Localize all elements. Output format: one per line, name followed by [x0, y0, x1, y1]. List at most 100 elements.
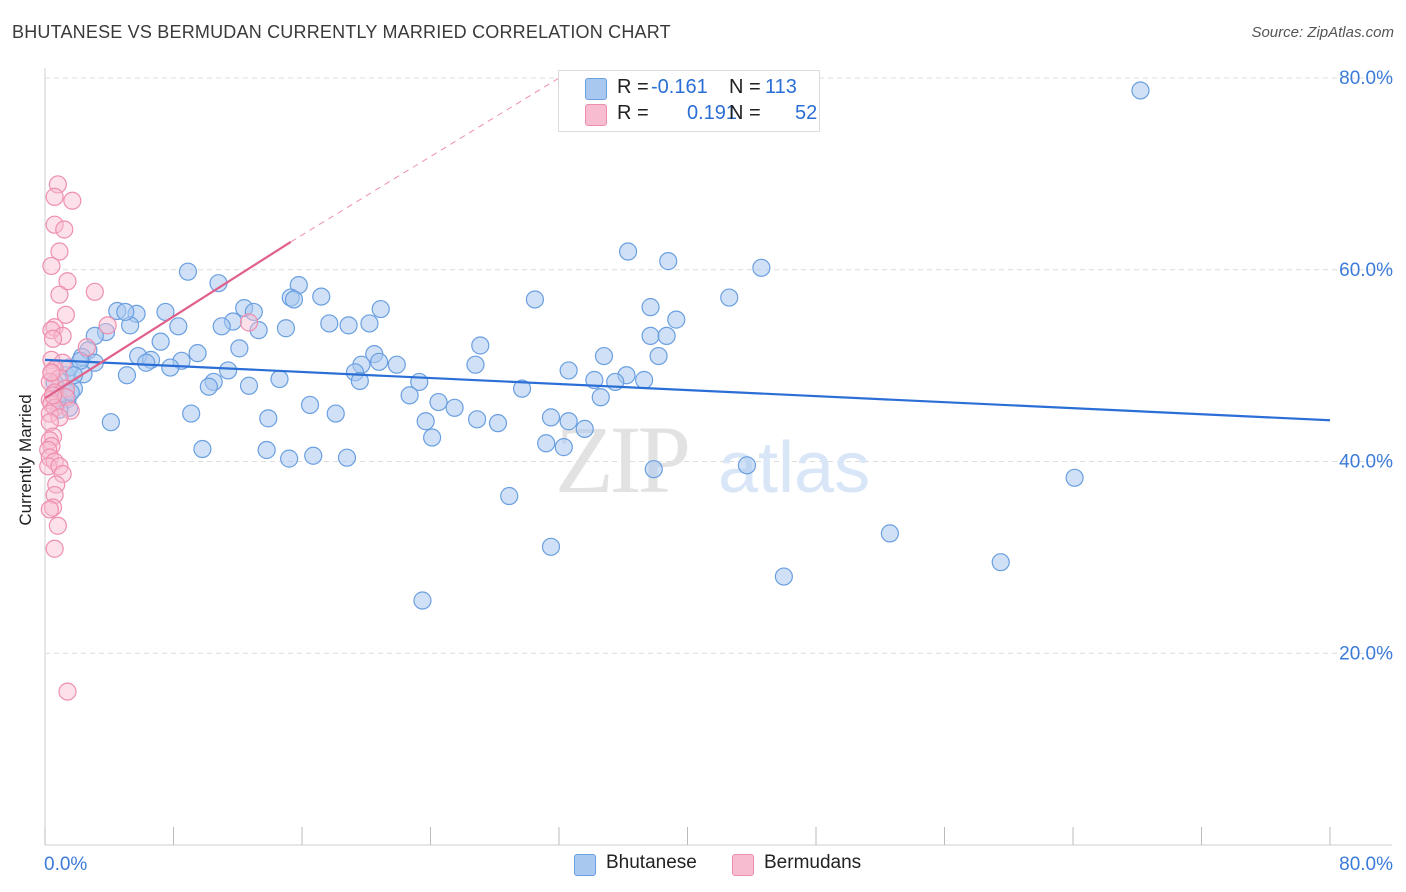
bhutanese-point: [339, 316, 358, 335]
x-tick-label: 80.0%: [1339, 854, 1393, 875]
bhutanese-point: [657, 326, 676, 346]
bhutanese-point: [116, 302, 135, 322]
bhutanese-point: [659, 252, 678, 271]
legend-n-value: 52: [795, 102, 818, 124]
bhutanese-point: [752, 258, 771, 277]
bermudan-point: [45, 215, 64, 234]
chart-title: BHUTANESE VS BERMUDAN CURRENTLY MARRIED …: [12, 22, 671, 42]
bermudan-point: [85, 282, 104, 301]
bhutanese-point: [537, 434, 556, 453]
bhutanese-point: [541, 537, 561, 556]
bermudan-point: [45, 539, 64, 558]
bhutanese-point: [230, 339, 249, 358]
y-axis-label: Currently Married: [16, 394, 35, 526]
legend-swatch-pink: [585, 104, 607, 126]
bermudan-point: [55, 220, 74, 239]
y-tick-label: 20.0%: [1339, 643, 1393, 664]
bermudan-point: [53, 464, 72, 484]
bhutanese-point: [512, 379, 532, 398]
bhutanese-point: [500, 486, 519, 506]
x-tick-label: 0.0%: [44, 854, 87, 875]
bhutanese-point: [270, 369, 289, 389]
bhutanese-point: [188, 344, 207, 363]
trend-layer: [44, 77, 1331, 422]
bhutanese-point: [178, 262, 198, 281]
bhutanese-point: [641, 298, 660, 317]
bhutanese-point: [559, 412, 578, 431]
legend-r-label: R =: [617, 102, 649, 124]
bermudan-point: [42, 256, 61, 276]
bermudan-point: [58, 272, 77, 291]
bottom-legend-label: Bermudans: [764, 852, 862, 873]
bhutanese-point: [182, 404, 201, 423]
bhutanese-point: [585, 370, 604, 390]
y-tick-label: 40.0%: [1339, 452, 1393, 473]
bhutanese-point: [525, 290, 545, 309]
bhutanese-point: [471, 336, 490, 355]
bhutanese-point: [737, 456, 757, 475]
bhutanese-point: [371, 299, 390, 319]
bhutanese-point: [169, 317, 188, 336]
bermudan-point: [50, 242, 69, 261]
bhutanese-point: [300, 395, 320, 415]
bhutanese-point: [350, 371, 369, 391]
bhutanese-point: [1065, 468, 1084, 487]
legend-n-label: N =: [729, 102, 761, 124]
bhutanese-point: [575, 419, 594, 439]
bhutanese-point: [641, 326, 660, 346]
bhutanese-point: [400, 386, 419, 405]
bermudan-point: [61, 401, 80, 420]
bhutanese-point: [720, 288, 739, 307]
bhutanese-point: [304, 446, 323, 465]
bermudan-point: [43, 329, 63, 348]
bhutanese-point: [423, 428, 442, 447]
bhutanese-point: [193, 439, 212, 459]
bhutanese-point: [554, 438, 573, 457]
bermudan-trend-line: [44, 241, 292, 400]
bhutanese-point: [161, 358, 180, 377]
bhutanese-point: [284, 290, 304, 309]
bhutanese-point: [387, 355, 406, 374]
bermudan-point: [50, 285, 69, 304]
source-label: Source: ZipAtlas.com: [1251, 24, 1394, 41]
bermudan-point: [98, 316, 117, 335]
points-layer: [39, 81, 1150, 701]
bhutanese-point: [488, 414, 508, 433]
bhutanese-point: [320, 314, 339, 333]
bhutanese-trend-line: [44, 358, 1331, 422]
correlation-legend: R = -0.161 N = 113 R = 0.191 N = 52: [558, 70, 820, 132]
legend-r-value: 0.191: [687, 102, 738, 124]
bhutanese-point: [259, 409, 278, 428]
y-tick-label: 80.0%: [1339, 68, 1393, 89]
bottom-legend-swatch-pink: [732, 854, 754, 876]
bhutanese-point: [244, 302, 263, 322]
bermudan-point: [56, 305, 75, 324]
grid-layer: [45, 77, 1392, 654]
bhutanese-point: [249, 321, 268, 340]
legend-n-label: N =: [729, 76, 761, 98]
bhutanese-point: [445, 398, 464, 417]
y-tick-label: 60.0%: [1339, 260, 1393, 281]
bermudan-point: [40, 413, 59, 432]
bhutanese-point: [466, 355, 485, 374]
bhutanese-point: [137, 353, 156, 372]
bhutanese-point: [1131, 81, 1150, 100]
bhutanese-point: [991, 553, 1010, 572]
bhutanese-point: [774, 567, 793, 586]
bermudan-point: [239, 313, 259, 332]
bhutanese-point: [257, 440, 276, 460]
bhutanese-point: [649, 346, 668, 366]
bermudan-point: [42, 363, 61, 382]
bhutanese-point: [212, 317, 231, 336]
bhutanese-point: [467, 410, 487, 429]
bhutanese-point: [416, 412, 435, 431]
bhutanese-point: [429, 392, 448, 412]
bhutanese-point: [326, 404, 345, 423]
bhutanese-point: [618, 242, 638, 261]
bhutanese-point: [413, 591, 432, 610]
bottom-legend-label: Bhutanese: [606, 852, 697, 873]
bhutanese-point: [370, 352, 389, 371]
bhutanese-point: [667, 310, 686, 329]
bhutanese-point: [880, 524, 899, 543]
